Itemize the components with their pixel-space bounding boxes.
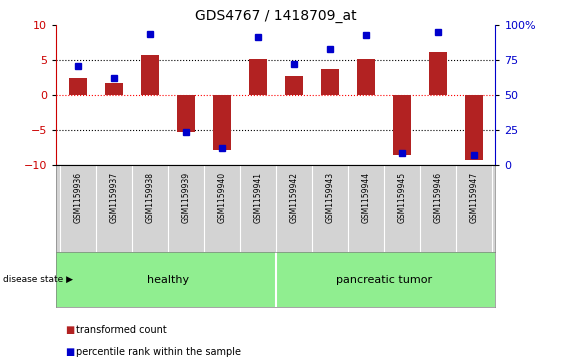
Text: healthy: healthy xyxy=(147,274,189,285)
Text: GSM1159947: GSM1159947 xyxy=(470,172,479,223)
Text: GSM1159941: GSM1159941 xyxy=(253,172,262,223)
Text: GSM1159936: GSM1159936 xyxy=(73,172,82,223)
Bar xyxy=(69,78,87,95)
Text: GSM1159944: GSM1159944 xyxy=(361,172,370,223)
Bar xyxy=(177,95,195,132)
Title: GDS4767 / 1418709_at: GDS4767 / 1418709_at xyxy=(195,9,357,23)
Bar xyxy=(249,59,267,95)
Text: pancreatic tumor: pancreatic tumor xyxy=(336,274,432,285)
Bar xyxy=(393,95,411,155)
Bar xyxy=(429,52,447,95)
Bar xyxy=(105,83,123,95)
Text: disease state ▶: disease state ▶ xyxy=(3,275,73,284)
Text: GSM1159937: GSM1159937 xyxy=(109,172,118,223)
Text: GSM1159938: GSM1159938 xyxy=(145,172,154,223)
Text: GSM1159942: GSM1159942 xyxy=(289,172,298,223)
Text: GSM1159939: GSM1159939 xyxy=(181,172,190,223)
Text: GSM1159940: GSM1159940 xyxy=(217,172,226,223)
Bar xyxy=(465,95,483,160)
Text: ■: ■ xyxy=(65,347,74,357)
Text: percentile rank within the sample: percentile rank within the sample xyxy=(76,347,241,357)
Bar xyxy=(285,77,303,95)
Bar xyxy=(213,95,231,150)
Text: ■: ■ xyxy=(65,325,74,335)
Text: transformed count: transformed count xyxy=(76,325,167,335)
Text: GSM1159945: GSM1159945 xyxy=(397,172,406,223)
Bar xyxy=(321,69,339,95)
Bar xyxy=(141,55,159,95)
Text: GSM1159946: GSM1159946 xyxy=(434,172,443,223)
Bar xyxy=(357,59,375,95)
Text: GSM1159943: GSM1159943 xyxy=(325,172,334,223)
